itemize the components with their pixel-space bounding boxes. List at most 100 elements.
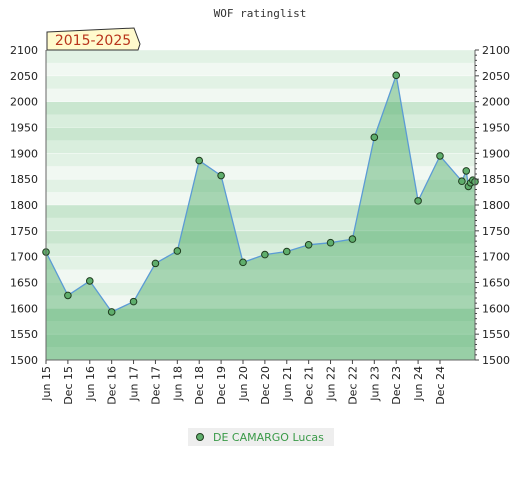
- band: [46, 62, 475, 76]
- y-tick-label-right: 1850: [482, 173, 510, 186]
- y-tick-label-left: 1800: [10, 199, 38, 212]
- data-point: [239, 258, 247, 267]
- y-tick-label-left: 2100: [10, 44, 38, 57]
- band: [46, 243, 475, 257]
- data-point: [436, 152, 444, 160]
- x-tick-label: Jun 15: [40, 366, 53, 402]
- y-tick-label-right: 2000: [482, 96, 510, 109]
- area-fill: [46, 75, 475, 361]
- y-tick-label-right: 2100: [482, 44, 510, 57]
- x-tick-label: Dec 19: [215, 366, 228, 405]
- y-tick-label-right: 1650: [482, 277, 510, 290]
- band: [46, 153, 475, 167]
- y-tick-label-left: 1950: [10, 122, 38, 135]
- x-tick-label: Jun 21: [281, 366, 294, 402]
- y-tick-label-right: 1900: [482, 147, 510, 160]
- data-point: [217, 171, 225, 180]
- period-badge: 2015-2025: [46, 27, 141, 51]
- data-point: [370, 133, 379, 142]
- band: [46, 269, 475, 283]
- x-tick-label: Dec 15: [62, 366, 75, 405]
- chart-title: WOF ratinglist: [214, 7, 307, 20]
- y-tick-label-left: 1500: [10, 354, 38, 367]
- y-tick-label-left: 1750: [10, 225, 38, 238]
- y-tick-label-left: 2000: [10, 96, 38, 109]
- y-tick-label-right: 2050: [482, 70, 510, 83]
- x-tick-label: Dec 16: [106, 366, 119, 405]
- data-point: [85, 277, 94, 285]
- y-tick-label-right: 1500: [482, 354, 510, 367]
- band: [46, 295, 475, 309]
- x-tick-label: Jun 23: [368, 366, 381, 402]
- x-tick-label: Jun 24: [412, 366, 425, 402]
- x-tick-label: Dec 24: [434, 366, 447, 405]
- y-tick-label-left: 1550: [10, 328, 38, 341]
- band: [46, 282, 475, 296]
- band: [46, 347, 475, 360]
- data-point: [392, 71, 401, 80]
- band: [46, 192, 475, 205]
- band: [46, 308, 475, 322]
- x-tick-label: Dec 17: [149, 366, 162, 405]
- data-point: [326, 238, 335, 247]
- period-badge-box: [46, 27, 141, 51]
- x-tick-labels: Jun 15 Dec 15 Jun 16 Dec 16 Jun 17 Dec 17 Jun …: [40, 366, 447, 405]
- legend-box: [188, 428, 334, 446]
- y-tick-label-right: 1550: [482, 328, 510, 341]
- data-point: [195, 156, 204, 165]
- y-tick-label-right: 1950: [482, 122, 510, 135]
- data-point: [414, 197, 422, 205]
- band: [46, 179, 475, 193]
- band: [46, 205, 475, 218]
- data-point: [173, 247, 182, 255]
- y-tick-labels-right: 1500 1550 1600 1650 1700 1750 1800 1850 1900 1950…: [482, 44, 510, 367]
- x-tick-label: Jun 20: [237, 366, 250, 402]
- band: [46, 101, 475, 115]
- band: [46, 217, 475, 231]
- legend[interactable]: DE CAMARGO Lucas: [188, 428, 334, 446]
- band: [46, 230, 475, 244]
- x-tick-label: Dec 18: [193, 366, 206, 405]
- data-point: [282, 247, 291, 256]
- x-tick-label: Jun 22: [325, 366, 338, 402]
- series-markers: [42, 71, 479, 316]
- band: [46, 114, 475, 128]
- legend-marker: [196, 433, 204, 441]
- data-point: [348, 235, 357, 243]
- legend-label: DE CAMARGO Lucas: [213, 431, 324, 444]
- data-point: [462, 167, 471, 175]
- band: [46, 75, 475, 89]
- y-tick-label-right: 1700: [482, 251, 510, 264]
- y-tick-label-left: 1850: [10, 173, 38, 186]
- axes: [45, 49, 479, 364]
- band: [46, 127, 475, 141]
- series-area: [46, 75, 475, 361]
- y-tick-label-left: 1700: [10, 251, 38, 264]
- background-bands: [46, 50, 475, 360]
- y-tick-label-left: 1900: [10, 147, 38, 160]
- x-tick-label: Dec 20: [259, 366, 272, 405]
- data-point: [304, 240, 313, 249]
- band: [46, 334, 475, 348]
- y-tick-label-right: 1600: [482, 302, 510, 315]
- x-tick-label: Dec 22: [346, 366, 359, 405]
- data-point: [107, 308, 116, 316]
- x-tick-label: Dec 21: [303, 366, 316, 405]
- data-point: [261, 250, 269, 259]
- y-tick-label-left: 1650: [10, 277, 38, 290]
- data-point: [129, 297, 138, 306]
- x-tick-label: Jun 16: [84, 366, 97, 402]
- band: [46, 50, 475, 63]
- data-point: [64, 291, 72, 300]
- x-tick-label: Dec 23: [390, 366, 403, 405]
- band: [46, 321, 475, 335]
- x-tick-label: Jun 17: [128, 366, 141, 402]
- band: [46, 88, 475, 102]
- y-tick-label-left: 1600: [10, 302, 38, 315]
- y-tick-label-right: 1750: [482, 225, 510, 238]
- period-badge-label: 2015-2025: [55, 33, 131, 49]
- x-tick-label: Jun 18: [171, 366, 184, 402]
- y-tick-label-right: 1800: [482, 199, 510, 212]
- band: [46, 140, 475, 154]
